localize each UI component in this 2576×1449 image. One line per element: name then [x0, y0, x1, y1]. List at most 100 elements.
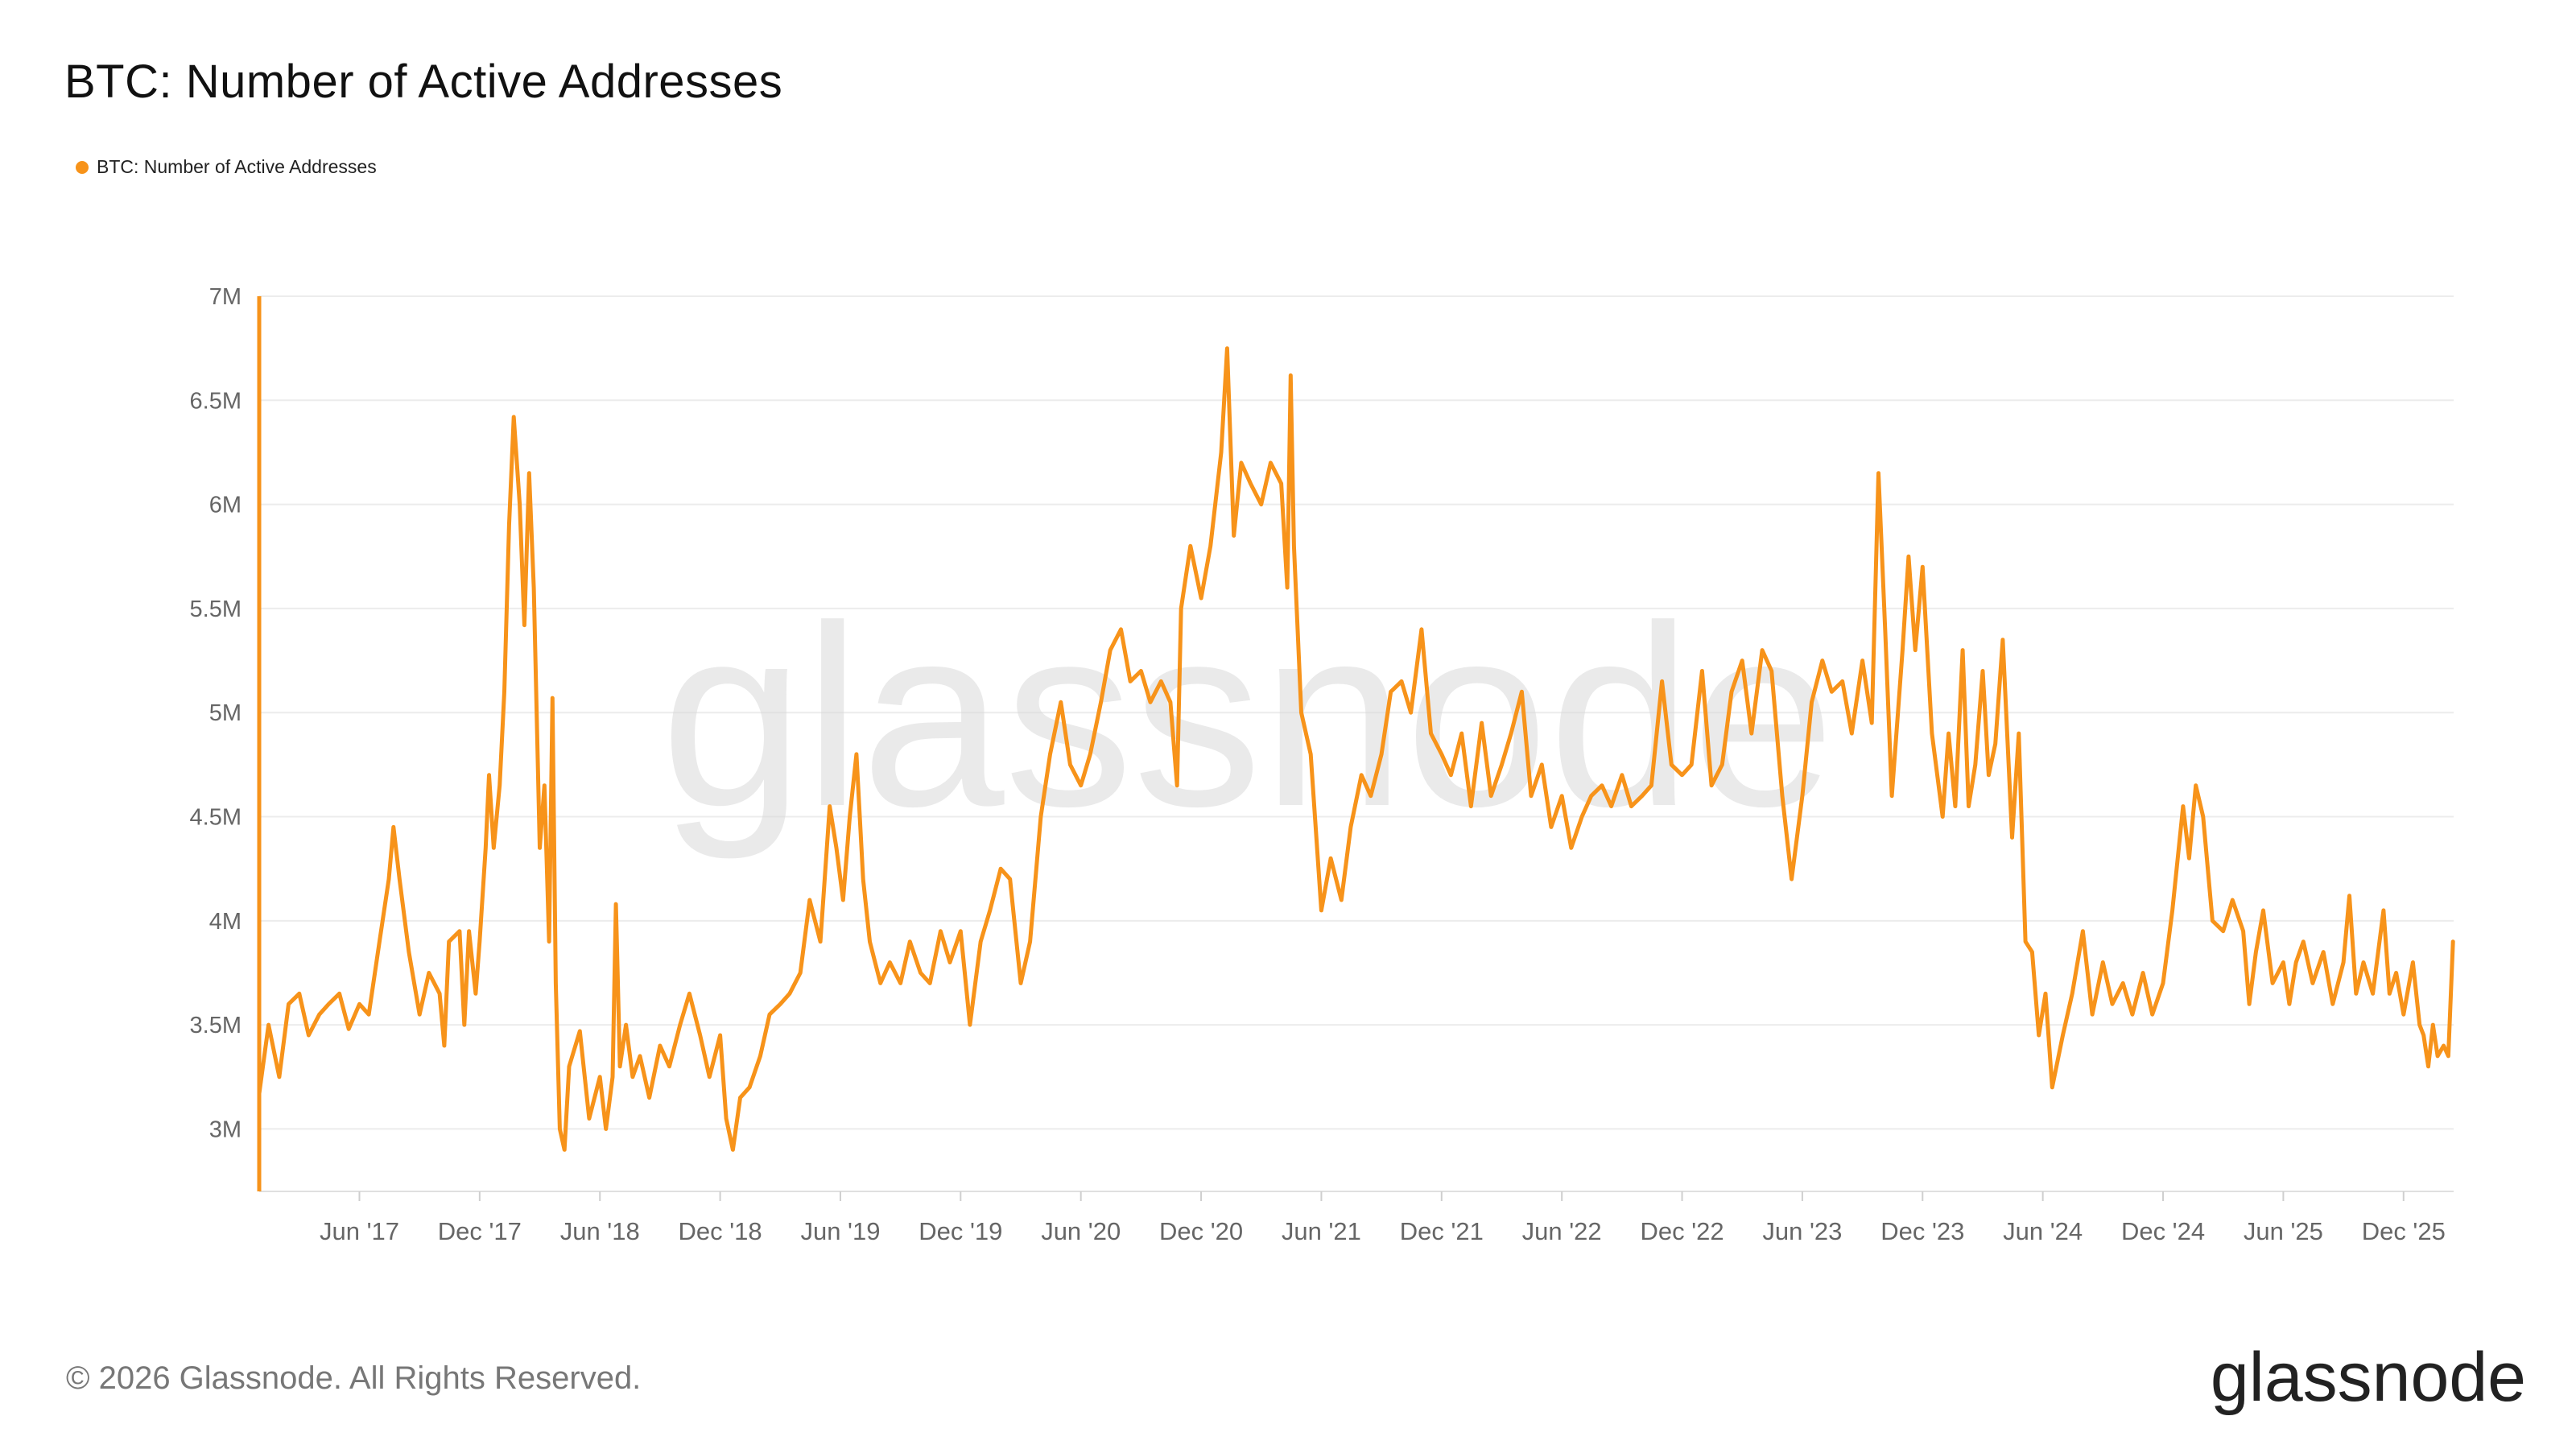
data-point — [658, 1043, 662, 1047]
data-point — [848, 815, 852, 819]
data-point — [2426, 1064, 2430, 1068]
data-point — [2181, 804, 2185, 808]
data-point — [1429, 732, 1433, 736]
data-point — [999, 867, 1003, 871]
data-point — [287, 1002, 291, 1006]
data-point — [2221, 929, 2225, 933]
data-point — [2254, 950, 2258, 954]
data-point — [1549, 825, 1553, 829]
data-point — [427, 971, 431, 975]
data-point — [1068, 762, 1072, 766]
y-tick-label: 3M — [209, 1117, 242, 1142]
data-point — [1589, 794, 1593, 798]
data-point — [968, 1023, 972, 1027]
data-point — [787, 992, 791, 996]
data-point — [2442, 1043, 2446, 1047]
data-point — [1179, 606, 1183, 610]
data-point — [988, 908, 992, 912]
data-point — [1530, 794, 1534, 798]
data-point — [1119, 627, 1123, 631]
data-point — [1600, 783, 1604, 787]
data-point — [317, 1013, 321, 1017]
data-point — [467, 929, 471, 933]
data-point — [2091, 1013, 2095, 1017]
data-point — [2394, 971, 2398, 975]
data-point — [614, 902, 618, 906]
data-point — [828, 804, 832, 808]
y-tick-label: 5.5M — [190, 597, 242, 622]
x-tick-label: Dec '21 — [1400, 1217, 1484, 1245]
data-point — [708, 1075, 712, 1079]
x-tick-label: Jun '20 — [1041, 1217, 1121, 1245]
data-point — [1489, 794, 1493, 798]
data-point — [367, 1013, 371, 1017]
y-tick-label: 6.5M — [190, 388, 242, 414]
data-point — [1660, 679, 1664, 683]
data-point — [337, 992, 341, 996]
data-point — [462, 1023, 466, 1027]
series-line[interactable] — [257, 346, 2455, 1152]
x-tick-label: Dec '20 — [1159, 1217, 1243, 1245]
data-point — [2294, 960, 2298, 964]
data-point — [507, 523, 511, 527]
data-point — [1830, 690, 1834, 694]
data-point — [898, 981, 902, 985]
data-point — [2361, 960, 2365, 964]
data-point — [2110, 1002, 2114, 1006]
x-tick-label: Dec '22 — [1640, 1217, 1724, 1245]
data-point — [2170, 908, 2174, 912]
data-point — [1019, 981, 1023, 985]
data-point — [1148, 700, 1152, 704]
data-point — [527, 471, 531, 475]
data-point — [1139, 669, 1143, 673]
data-point — [2287, 1002, 2291, 1006]
data-point — [1941, 815, 1945, 819]
data-point — [878, 981, 882, 985]
data-point — [2121, 981, 2125, 985]
data-point — [2024, 939, 2028, 943]
x-tick-label: Jun '22 — [1522, 1217, 1602, 1245]
data-point — [1870, 721, 1874, 725]
data-point — [624, 1023, 628, 1027]
data-point — [266, 1023, 270, 1027]
data-point — [1048, 752, 1052, 756]
legend-label: BTC: Number of Active Addresses — [97, 156, 377, 177]
data-point — [1946, 732, 1951, 736]
data-point — [2354, 992, 2358, 996]
data-point — [604, 1127, 608, 1131]
data-point — [1159, 679, 1163, 683]
data-point — [1740, 658, 1744, 663]
data-point — [487, 773, 491, 777]
data-point — [2150, 1013, 2154, 1017]
data-point — [778, 1002, 782, 1006]
legend-marker — [76, 160, 89, 174]
data-point — [1580, 815, 1584, 819]
data-point — [497, 783, 502, 787]
data-point — [438, 992, 442, 996]
data-point — [1906, 555, 1910, 559]
data-point — [2070, 992, 2074, 996]
x-tick-label: Jun '23 — [1762, 1217, 1842, 1245]
data-point — [391, 825, 395, 829]
data-point — [398, 877, 402, 881]
data-point — [748, 1085, 752, 1089]
brand-logo[interactable]: glassnode — [2210, 1339, 2526, 1416]
data-point — [1670, 762, 1674, 766]
data-point — [718, 1034, 722, 1038]
legend-item[interactable]: BTC: Number of Active Addresses — [76, 156, 377, 178]
data-point — [939, 929, 943, 933]
data-point — [1790, 877, 1794, 881]
data-point — [1901, 648, 1905, 652]
data-point — [2381, 908, 2385, 912]
data-point — [2017, 732, 2021, 736]
data-point — [1729, 690, 1733, 694]
data-point — [2342, 960, 2346, 964]
series-layer — [257, 296, 2455, 1191]
data-point — [558, 1127, 562, 1131]
x-tick-label: Jun '25 — [2244, 1217, 2323, 1245]
x-tick-label: Dec '18 — [679, 1217, 762, 1245]
data-point — [2161, 981, 2165, 985]
data-point — [1219, 450, 1223, 454]
data-point — [442, 1043, 446, 1047]
